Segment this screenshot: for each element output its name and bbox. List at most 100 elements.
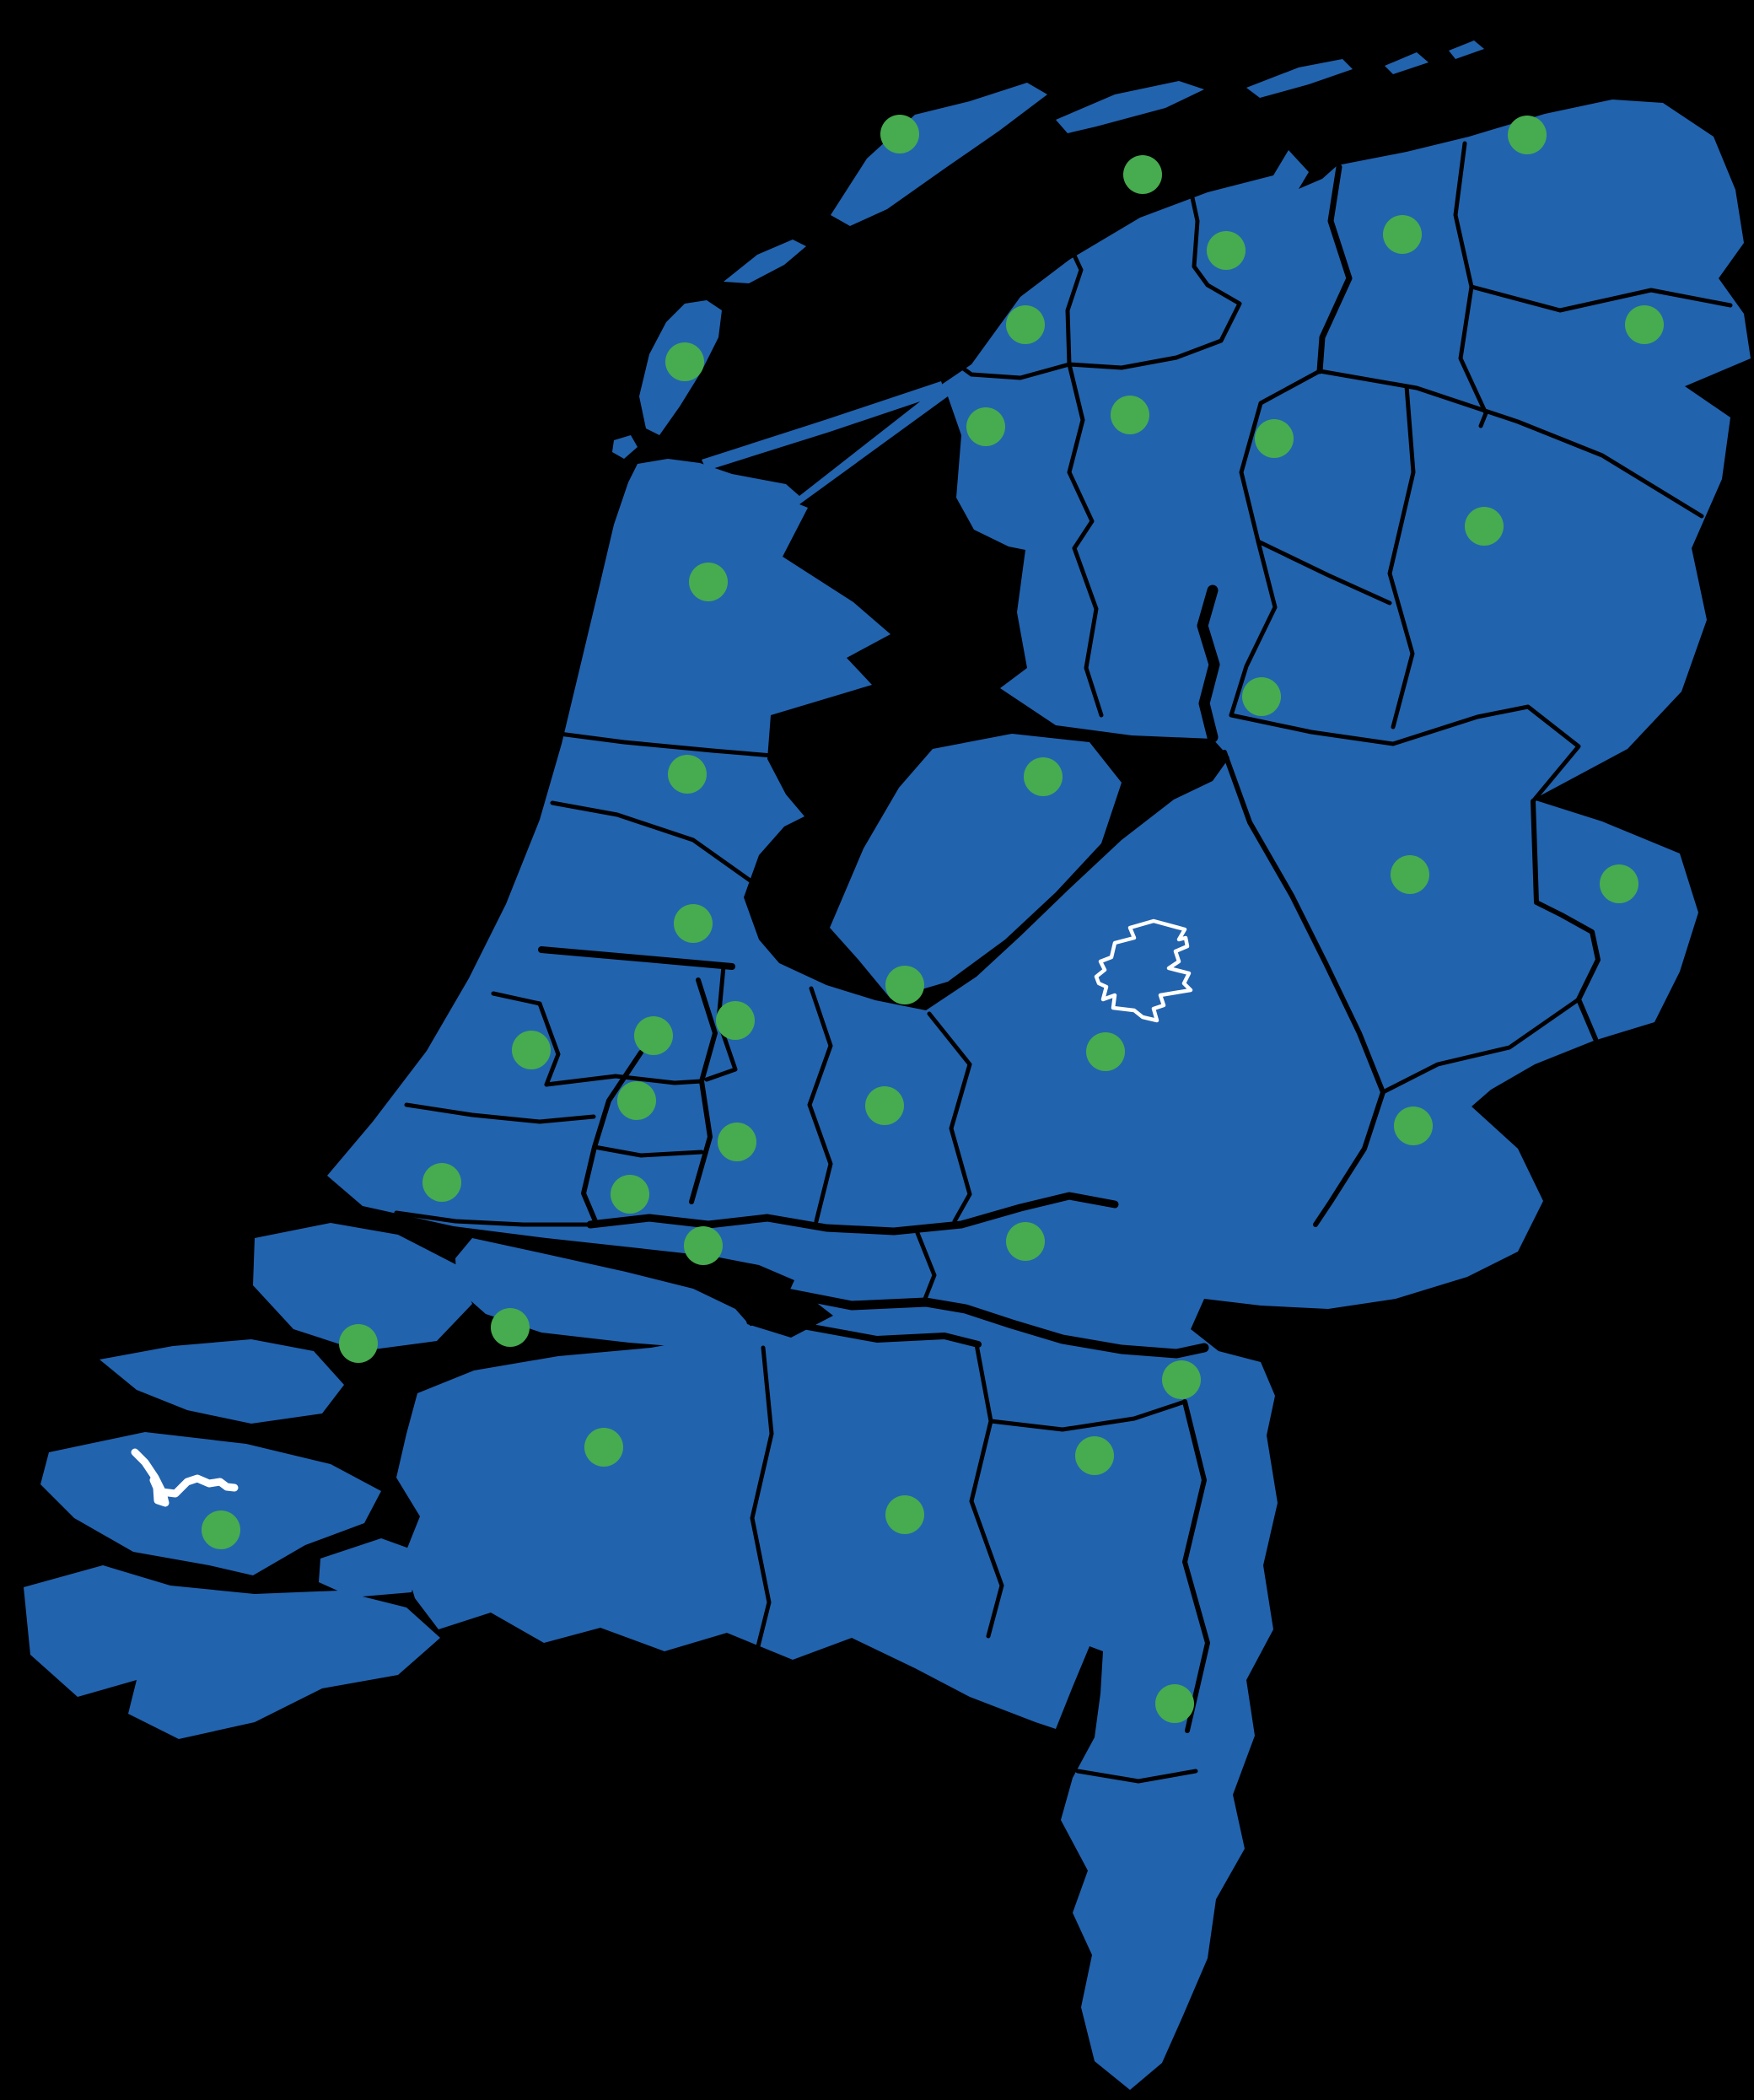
region-border — [807, 986, 833, 1224]
island-tholen — [319, 1538, 423, 1597]
map-marker[interactable] — [966, 407, 1005, 446]
region-border — [1067, 283, 1242, 370]
flevoland-shape — [830, 734, 1122, 999]
island-vlieland — [724, 240, 806, 283]
region-border — [915, 1230, 937, 1306]
region-border — [491, 991, 542, 1006]
map-marker[interactable] — [668, 755, 707, 794]
region-border — [544, 714, 856, 760]
map-marker[interactable] — [674, 904, 713, 943]
map-marker[interactable] — [1207, 231, 1246, 270]
map-marker[interactable] — [1625, 305, 1664, 344]
map-marker[interactable] — [1006, 305, 1045, 344]
region-border — [1222, 750, 1385, 1227]
map-marker[interactable] — [634, 1016, 673, 1055]
map-marker[interactable] — [1508, 116, 1547, 154]
region-border — [1469, 284, 1733, 313]
region-border — [544, 1074, 704, 1087]
map-marker[interactable] — [689, 563, 728, 601]
islet-rottum-east — [1449, 40, 1484, 59]
island-voorne-putten — [253, 1223, 472, 1351]
map-marker[interactable] — [1465, 507, 1504, 546]
river-maas — [799, 1322, 982, 1348]
region-border — [689, 1079, 713, 1204]
region-border — [394, 1210, 593, 1227]
region-border — [550, 800, 766, 892]
region-border — [1067, 362, 1095, 551]
region-border — [581, 1050, 643, 1224]
map-marker[interactable] — [339, 1324, 378, 1363]
region-border — [1256, 539, 1392, 606]
region-border — [1453, 141, 1474, 289]
map-marker[interactable] — [885, 966, 924, 1004]
region-border — [404, 1102, 596, 1124]
region-border — [950, 358, 1072, 380]
region-border — [1229, 704, 1581, 804]
highlighted-municipality — [1094, 918, 1193, 1023]
region-border — [696, 977, 718, 1084]
highlighted-municipality-outline — [1094, 918, 1193, 1023]
map-marker[interactable] — [865, 1086, 904, 1125]
region-border — [1387, 384, 1416, 730]
map-marker[interactable] — [1391, 855, 1429, 894]
region-border — [1054, 215, 1084, 367]
map-marker[interactable] — [885, 1495, 924, 1534]
island-ameland — [1056, 81, 1204, 133]
region-border — [969, 1342, 1004, 1639]
region-border — [1182, 1399, 1210, 1733]
map-marker[interactable] — [665, 342, 704, 381]
map-marker[interactable] — [611, 1175, 649, 1214]
map-marker[interactable] — [1086, 1032, 1125, 1071]
map-marker[interactable] — [1075, 1436, 1114, 1475]
map-marker[interactable] — [1162, 1360, 1201, 1399]
island-walcheren-beveland — [24, 1565, 440, 1739]
map-marker[interactable] — [1006, 1222, 1045, 1261]
region-border — [750, 1345, 774, 1652]
map-marker[interactable] — [1242, 677, 1281, 716]
region-borders — [394, 141, 1733, 1784]
map-marker[interactable] — [1123, 155, 1162, 194]
map-marker[interactable] — [422, 1163, 461, 1202]
map-marker[interactable] — [1024, 757, 1063, 796]
region-border — [1075, 1769, 1198, 1784]
region-border — [592, 1144, 704, 1158]
afsluitdijk-causeway — [702, 381, 945, 471]
region-border — [1072, 546, 1104, 718]
biesbosch-water — [740, 1292, 833, 1338]
map-marker[interactable] — [880, 115, 919, 153]
region-border — [1317, 369, 1704, 519]
map-marker[interactable] — [1394, 1107, 1433, 1145]
region-border — [1380, 997, 1581, 1095]
island-schouwen-duiveland — [40, 1432, 381, 1575]
island-schiermonnikoog — [1246, 59, 1353, 98]
markers — [202, 115, 1664, 1723]
region-border — [704, 964, 738, 1082]
map-marker[interactable] — [1255, 419, 1294, 458]
island-goeree — [100, 1339, 344, 1424]
island-hoeksche-waard — [455, 1238, 761, 1349]
noordzeekanaal — [538, 946, 735, 970]
map-marker[interactable] — [1155, 1684, 1194, 1723]
map-marker[interactable] — [202, 1510, 240, 1549]
map-marker[interactable] — [1600, 864, 1638, 903]
region-border — [988, 1399, 1187, 1432]
mainland-shape — [327, 100, 1751, 2090]
map-marker[interactable] — [718, 1123, 756, 1161]
map-marker[interactable] — [491, 1308, 530, 1347]
region-border — [927, 1011, 972, 1224]
map-marker[interactable] — [1111, 396, 1149, 434]
map-marker[interactable] — [617, 1081, 656, 1120]
zwarte-meer-channel — [1197, 584, 1220, 743]
islet-noorderhaaks — [612, 435, 638, 459]
river-waal — [777, 1287, 1209, 1359]
map-marker[interactable] — [684, 1226, 723, 1265]
map-marker[interactable] — [584, 1428, 623, 1467]
islet-rottum-west — [1385, 52, 1428, 74]
map-marker[interactable] — [716, 1001, 755, 1040]
region-border — [537, 1001, 561, 1087]
map-marker[interactable] — [1383, 215, 1422, 254]
map-marker[interactable] — [512, 1031, 551, 1069]
region-border — [1458, 284, 1488, 428]
island-terschelling — [831, 83, 1047, 226]
